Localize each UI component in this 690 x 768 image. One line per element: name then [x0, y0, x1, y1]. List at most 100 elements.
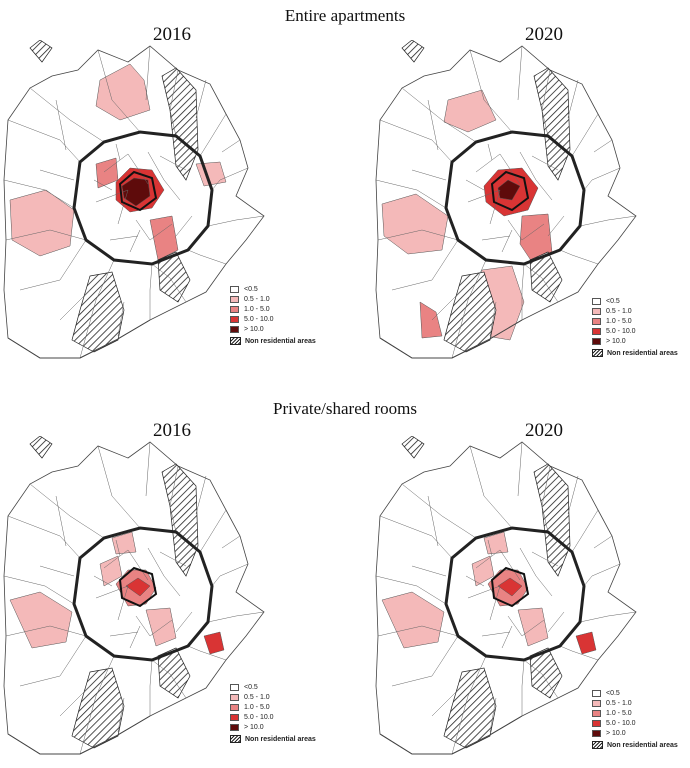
- district-border: [195, 79, 207, 119]
- district-border: [567, 79, 579, 119]
- district-border: [19, 635, 87, 687]
- district-border: [487, 539, 493, 557]
- district-border: [187, 249, 227, 265]
- density-area: [99, 555, 123, 587]
- district-border: [135, 219, 173, 241]
- district-border: [187, 645, 227, 661]
- district-border: [519, 151, 553, 201]
- district-border: [151, 263, 187, 303]
- district-border: [211, 563, 249, 587]
- district-border: [521, 263, 525, 320]
- density-area: [203, 631, 225, 655]
- map-legend: <0.5 0.5 - 1.0 1.0 - 5.0 5.0 - 10.0 > 10…: [592, 296, 678, 358]
- district-border: [29, 483, 105, 539]
- district-border: [169, 69, 179, 137]
- district-border: [3, 179, 75, 209]
- legend-swatch: [592, 337, 601, 345]
- district-border: [93, 575, 113, 587]
- non-residential-area: [443, 667, 497, 749]
- legend-item: 5.0 - 10.0: [592, 326, 678, 336]
- district-border: [55, 99, 67, 151]
- legend-swatch: [230, 315, 239, 323]
- district-border: [5, 625, 87, 637]
- district-border: [79, 655, 115, 755]
- district-border: [487, 143, 493, 161]
- legend-swatch: [592, 719, 601, 727]
- district-border: [583, 563, 621, 587]
- map-legend: <0.5 0.5 - 1.0 1.0 - 5.0 5.0 - 10.0 > 10…: [230, 284, 316, 346]
- map-legend: <0.5 0.5 - 1.0 1.0 - 5.0 5.0 - 10.0 > 10…: [230, 682, 316, 744]
- district-border: [151, 659, 187, 699]
- legend-swatch: [592, 689, 601, 697]
- legend-non-residential: Non residential areas: [230, 734, 316, 744]
- district-border: [489, 697, 497, 733]
- district-border: [593, 535, 613, 549]
- district-border: [117, 697, 125, 733]
- historic-center-outline: [118, 170, 158, 212]
- district-border: [199, 113, 227, 157]
- district-border: [469, 49, 513, 133]
- coastline: [379, 715, 523, 755]
- choropleth-map: [375, 436, 637, 755]
- district-border: [559, 645, 599, 661]
- district-border: [401, 483, 477, 539]
- coastline: [7, 715, 151, 755]
- non-residential-area: [71, 667, 125, 749]
- legend-item: 5.0 - 10.0: [230, 712, 316, 722]
- district-border: [451, 259, 487, 359]
- historic-center-outline: [118, 566, 158, 608]
- legend-item: 1.0 - 5.0: [592, 316, 678, 326]
- legend-item: <0.5: [230, 284, 316, 294]
- district-border: [3, 575, 75, 605]
- district-border: [521, 659, 525, 716]
- district-border: [519, 547, 553, 597]
- district-border: [391, 635, 459, 687]
- legend-item: <0.5: [592, 688, 678, 698]
- density-area: [9, 591, 73, 649]
- non-residential-area: [533, 67, 571, 181]
- district-border: [5, 229, 87, 241]
- choropleth-map: [3, 436, 265, 755]
- legend-swatch: [592, 699, 601, 707]
- district-border: [481, 235, 511, 241]
- district-border: [375, 179, 447, 209]
- legend-non-residential: Non residential areas: [230, 336, 316, 346]
- district-border: [175, 611, 193, 633]
- district-border: [175, 215, 193, 237]
- density-area: [125, 577, 151, 597]
- district-border: [451, 655, 487, 755]
- non-residential-area: [529, 251, 563, 303]
- non-residential-area: [401, 40, 425, 63]
- district-border: [579, 215, 637, 227]
- density-area: [149, 215, 179, 261]
- legend-swatch: [230, 723, 239, 731]
- legend-swatch: [230, 713, 239, 721]
- ring-road: [444, 130, 586, 266]
- legend-swatch: [592, 327, 601, 335]
- district-border: [93, 179, 113, 191]
- legend-item: <0.5: [592, 296, 678, 306]
- legend-item: 1.0 - 5.0: [230, 304, 316, 314]
- district-border: [129, 229, 141, 253]
- district-border: [567, 475, 579, 515]
- district-border: [517, 45, 523, 101]
- district-border: [207, 215, 265, 227]
- map-legend: <0.5 0.5 - 1.0 1.0 - 5.0 5.0 - 10.0 > 10…: [592, 688, 678, 750]
- district-border: [149, 659, 153, 716]
- density-area: [381, 193, 449, 255]
- choropleth-map: [3, 40, 265, 359]
- ring-road: [444, 526, 586, 662]
- district-border: [97, 49, 141, 133]
- legend-item: 0.5 - 1.0: [230, 692, 316, 702]
- district-border: [427, 99, 439, 151]
- non-residential-area: [29, 436, 53, 459]
- district-border: [59, 289, 91, 321]
- district-border: [145, 45, 151, 101]
- legend-item: 1.0 - 5.0: [230, 702, 316, 712]
- district-border: [531, 551, 559, 567]
- legend-non-residential: Non residential areas: [592, 740, 678, 750]
- district-border: [95, 189, 129, 225]
- district-border: [517, 441, 523, 497]
- density-area: [497, 179, 521, 201]
- non-residential-area: [29, 40, 53, 63]
